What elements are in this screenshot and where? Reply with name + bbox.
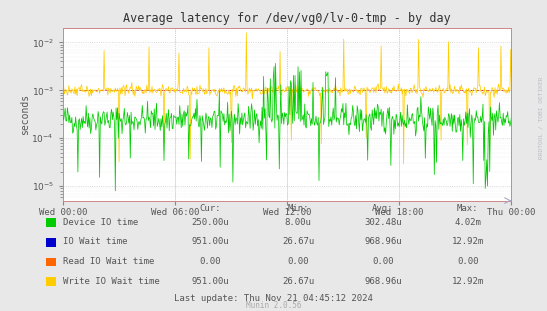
Text: 250.00u: 250.00u — [192, 218, 229, 227]
Text: Last update: Thu Nov 21 04:45:12 2024: Last update: Thu Nov 21 04:45:12 2024 — [174, 294, 373, 303]
Text: 0.00: 0.00 — [287, 257, 309, 266]
Text: Device IO time: Device IO time — [63, 218, 138, 227]
Text: Avg:: Avg: — [372, 204, 394, 213]
Text: 0.00: 0.00 — [200, 257, 222, 266]
Text: 0.00: 0.00 — [457, 257, 479, 266]
Text: 26.67u: 26.67u — [282, 277, 314, 285]
Y-axis label: seconds: seconds — [20, 94, 30, 135]
Text: 8.00u: 8.00u — [284, 218, 312, 227]
Text: 4.02m: 4.02m — [454, 218, 481, 227]
Text: 12.92m: 12.92m — [452, 277, 484, 285]
Text: 12.92m: 12.92m — [452, 238, 484, 246]
Text: Min:: Min: — [287, 204, 309, 213]
Text: 0.00: 0.00 — [372, 257, 394, 266]
Text: Cur:: Cur: — [200, 204, 222, 213]
Text: 951.00u: 951.00u — [192, 277, 229, 285]
Text: 968.96u: 968.96u — [364, 277, 401, 285]
Text: IO Wait time: IO Wait time — [63, 238, 127, 246]
Text: Munin 2.0.56: Munin 2.0.56 — [246, 301, 301, 310]
Text: Max:: Max: — [457, 204, 479, 213]
Text: Write IO Wait time: Write IO Wait time — [63, 277, 160, 285]
Title: Average latency for /dev/vg0/lv-0-tmp - by day: Average latency for /dev/vg0/lv-0-tmp - … — [123, 12, 451, 26]
Text: RRDTOOL / TOBI OETIKER: RRDTOOL / TOBI OETIKER — [538, 77, 543, 160]
Text: 951.00u: 951.00u — [192, 238, 229, 246]
Text: Read IO Wait time: Read IO Wait time — [63, 257, 154, 266]
Text: 302.48u: 302.48u — [364, 218, 401, 227]
Text: 26.67u: 26.67u — [282, 238, 314, 246]
Text: 968.96u: 968.96u — [364, 238, 401, 246]
